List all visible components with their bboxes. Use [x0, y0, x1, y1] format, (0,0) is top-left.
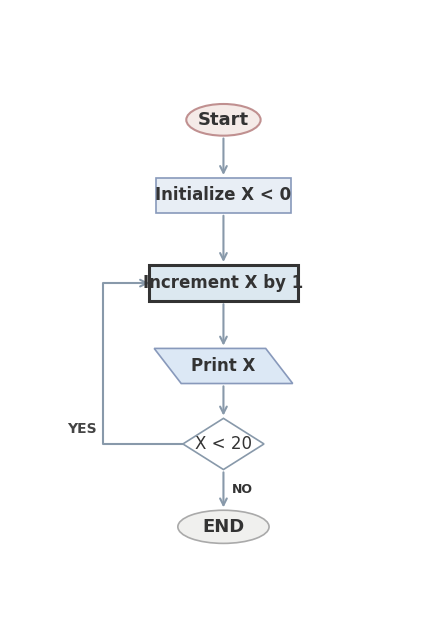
Text: END: END — [202, 518, 245, 536]
Text: Start: Start — [198, 111, 249, 129]
Ellipse shape — [178, 510, 269, 543]
Polygon shape — [154, 348, 293, 384]
Text: YES: YES — [67, 422, 97, 436]
Text: Print X: Print X — [191, 357, 255, 375]
Text: NO: NO — [232, 484, 253, 496]
Text: Increment X by 1: Increment X by 1 — [143, 274, 303, 292]
FancyBboxPatch shape — [149, 265, 298, 301]
Text: Initialize X < 0: Initialize X < 0 — [155, 186, 292, 204]
Text: X < 20: X < 20 — [195, 435, 252, 453]
Polygon shape — [183, 418, 264, 470]
FancyBboxPatch shape — [156, 178, 291, 213]
Ellipse shape — [186, 104, 261, 135]
